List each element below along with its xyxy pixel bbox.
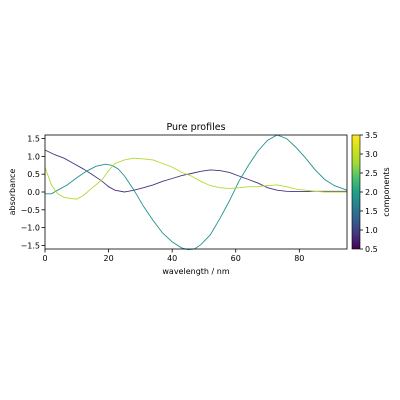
y-tick-label: 1.0 bbox=[27, 152, 40, 161]
y-tick-label: −1.5 bbox=[21, 241, 40, 250]
y-tick-label: −1.0 bbox=[21, 224, 40, 233]
series-layer bbox=[45, 135, 347, 250]
colorbar-tick-label: 1.5 bbox=[365, 207, 378, 216]
series-line-3 bbox=[45, 158, 347, 199]
colorbar-tick-label: 0.5 bbox=[365, 245, 378, 254]
x-tick-label: 80 bbox=[294, 254, 304, 263]
colorbar-tick-label: 3.5 bbox=[365, 131, 378, 140]
colorbar-axis: 0.5 1.0 1.5 2.0 2.5 3.0 3.5 bbox=[360, 131, 378, 254]
x-tick-label: 60 bbox=[231, 254, 241, 263]
x-tick-label: 0 bbox=[42, 254, 47, 263]
y-axis: −1.5 −1.0 −0.5 0.0 0.5 1.0 1.5 bbox=[21, 135, 45, 251]
colorbar-tick-label: 1.0 bbox=[365, 226, 378, 235]
y-axis-title: absorbance bbox=[8, 169, 17, 216]
colorbar bbox=[352, 135, 360, 249]
colorbar-tick-label: 2.5 bbox=[365, 169, 378, 178]
x-axis: 0 20 40 60 80 bbox=[42, 249, 304, 263]
chart-title: Pure profiles bbox=[166, 122, 225, 133]
series-line-1 bbox=[45, 150, 347, 192]
colorbar-tick-label: 3.0 bbox=[365, 150, 378, 159]
colorbar-tick-label: 2.0 bbox=[365, 188, 378, 197]
y-tick-label: −0.5 bbox=[21, 206, 40, 215]
x-tick-label: 20 bbox=[103, 254, 113, 263]
y-tick-label: 1.5 bbox=[27, 135, 40, 144]
x-axis-title: wavelength / nm bbox=[162, 267, 229, 276]
x-tick-label: 40 bbox=[167, 254, 177, 263]
y-tick-label: 0.5 bbox=[27, 170, 40, 179]
series-line-2 bbox=[45, 135, 347, 250]
colorbar-title: components bbox=[382, 167, 391, 216]
y-tick-label: 0.0 bbox=[27, 188, 40, 197]
